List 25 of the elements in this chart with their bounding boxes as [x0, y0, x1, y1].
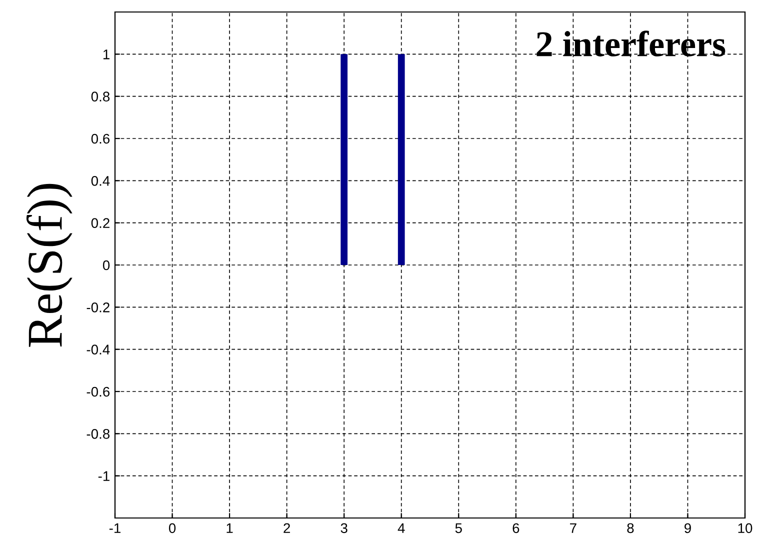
y-tick-label: 0.2 [91, 218, 110, 228]
y-tick-label: -0.8 [86, 429, 110, 439]
y-tick-label: 1 [103, 50, 110, 60]
x-tick-label: 10 [738, 523, 752, 534]
x-tick-label: 1 [226, 523, 233, 533]
x-tick-label: 5 [455, 523, 462, 534]
x-tick-label: -1 [109, 523, 120, 533]
x-tick-label: 7 [570, 523, 576, 533]
y-axis-title: Re(S(f)) [26, 184, 72, 347]
x-tick-label: 4 [398, 523, 405, 533]
y-tick-label: 0.6 [91, 134, 110, 144]
y-tick-label: 0.4 [91, 176, 110, 186]
x-tick-label: 2 [284, 523, 290, 533]
y-tick-label: -0.4 [86, 344, 110, 355]
y-tick-label: -1 [98, 471, 110, 481]
annotation: 2 interferers [536, 30, 726, 56]
x-tick-label: 6 [512, 523, 520, 534]
y-tick-label: 0 [102, 260, 110, 270]
x-tick-label: 3 [340, 523, 348, 534]
x-tick-label: 8 [627, 523, 634, 534]
y-tick-label: 0.8 [91, 92, 110, 102]
x-tick-label: 9 [684, 523, 691, 534]
x-tick-label: 0 [168, 523, 176, 534]
y-tick-label: -0.2 [86, 302, 110, 312]
y-tick-label: -0.6 [86, 386, 110, 397]
